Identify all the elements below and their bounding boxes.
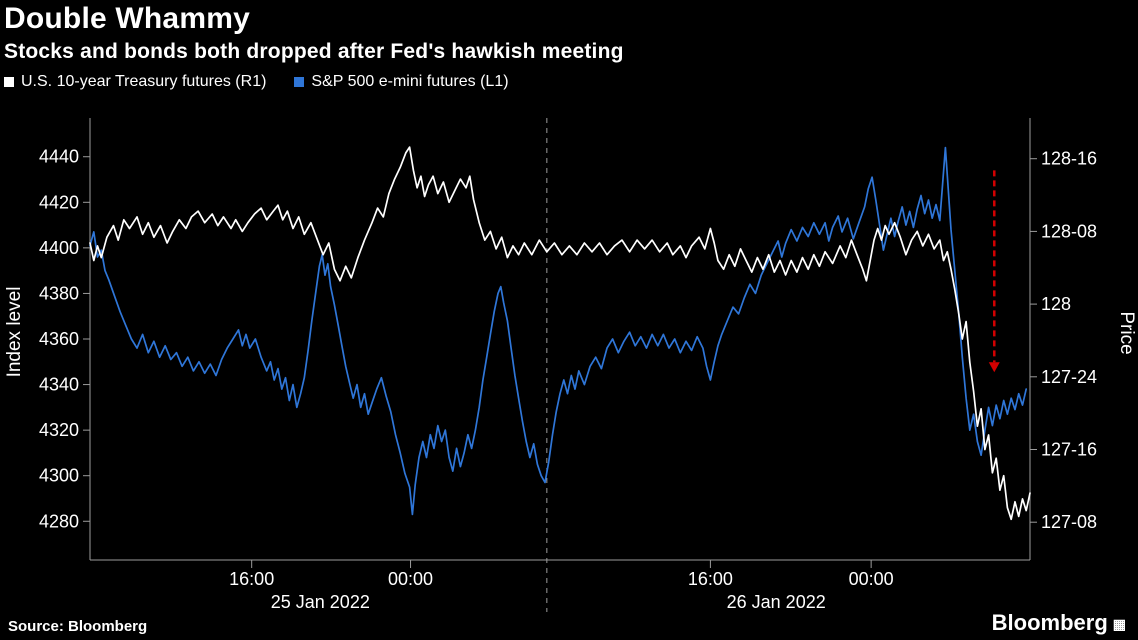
left-axis-tick-label: 4280	[39, 511, 79, 531]
sp500-series-line	[89, 146, 1028, 516]
right-axis-tick-label: 128-08	[1041, 221, 1097, 241]
left-axis-title: Index level	[4, 287, 25, 378]
left-axis-tick-label: 4340	[39, 375, 79, 395]
right-axis-tick-label: 128	[1041, 294, 1071, 314]
sp500-series-swatch	[294, 76, 305, 87]
x-axis-time-label: 16:00	[229, 569, 274, 589]
bloomberg-logo: Bloomberg ▦	[992, 610, 1126, 636]
left-axis-tick-label: 4420	[39, 192, 79, 212]
bloomberg-wordmark: Bloomberg	[991, 610, 1108, 635]
chart-header: Double Whammy Stocks and bonds both drop…	[4, 2, 1134, 91]
left-axis-tick-label: 4300	[39, 466, 79, 486]
left-axis-tick-label: 4320	[39, 420, 79, 440]
right-axis-tick-label: 127-08	[1041, 512, 1097, 532]
chart-legend: U.S. 10-year Treasury futures (R1) S&P 5…	[4, 73, 1134, 91]
right-axis-tick-label: 127-24	[1041, 367, 1097, 387]
chart-subtitle: Stocks and bonds both dropped after Fed'…	[4, 39, 624, 63]
page-title: Double Whammy	[4, 2, 250, 35]
x-axis-time-label: 00:00	[388, 569, 433, 589]
x-axis-time-label: 16:00	[688, 569, 733, 589]
x-axis-date-label: 25 Jan 2022	[271, 592, 370, 612]
legend-item-sp500: S&P 500 e-mini futures (L1)	[294, 72, 509, 91]
x-axis-time-label: 00:00	[849, 569, 894, 589]
left-axis-tick-label: 4380	[39, 283, 79, 303]
legend-label-treasury: U.S. 10-year Treasury futures (R1)	[21, 72, 267, 90]
treasury-series-swatch	[4, 76, 14, 87]
left-axis-tick-label: 4400	[39, 238, 79, 258]
right-axis-tick-label: 128-16	[1041, 149, 1097, 169]
legend-item-treasury: U.S. 10-year Treasury futures (R1)	[4, 73, 266, 91]
treasury-series-line	[89, 146, 1031, 521]
left-axis-tick-label: 4440	[39, 147, 79, 167]
left-axis-tick-label: 4360	[39, 329, 79, 349]
x-axis-date-label: 26 Jan 2022	[727, 592, 826, 612]
source-attribution: Source: Bloomberg	[8, 618, 148, 635]
right-axis-title: Price	[1116, 311, 1137, 354]
bloomberg-grid-icon: ▦	[1112, 616, 1126, 632]
drop-annotation-arrow-head	[988, 362, 1000, 373]
right-axis-tick-label: 127-16	[1041, 440, 1097, 460]
legend-label-sp500: S&P 500 e-mini futures (L1)	[311, 72, 509, 90]
